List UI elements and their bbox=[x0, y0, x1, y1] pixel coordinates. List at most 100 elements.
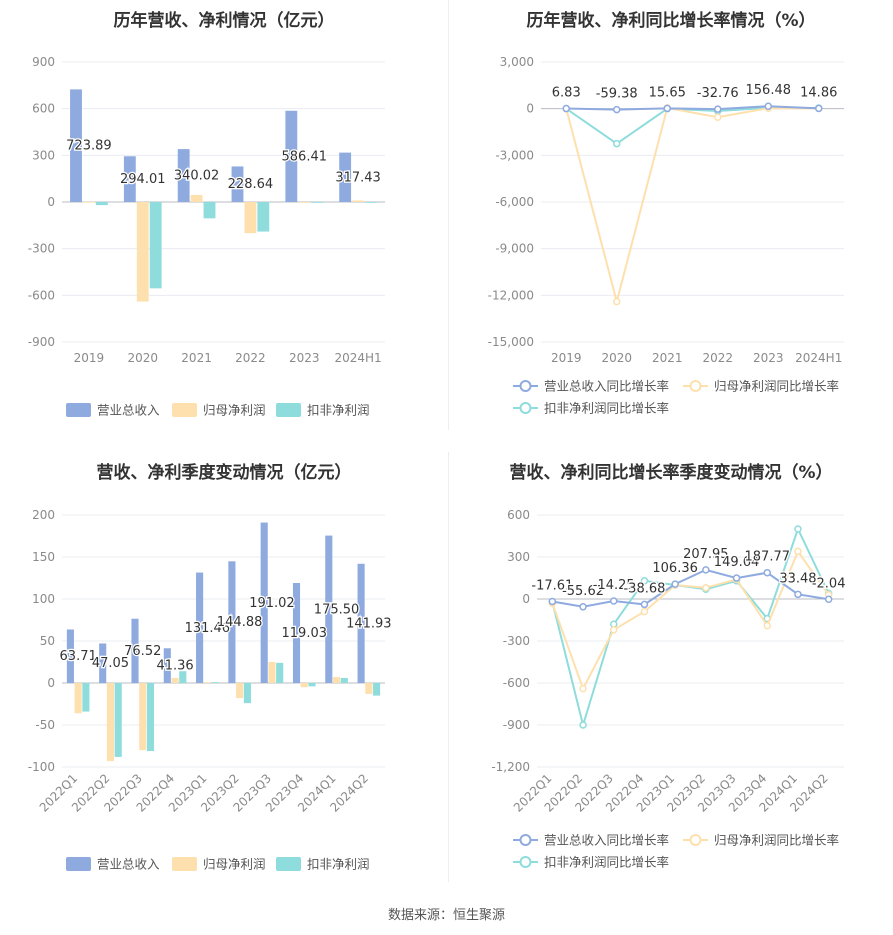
data-label: 131.46 bbox=[185, 621, 231, 636]
bar bbox=[171, 677, 179, 683]
x-tick-label: 2021 bbox=[181, 351, 212, 365]
data-label: 156.48 bbox=[746, 83, 792, 98]
y-tick-label: -900 bbox=[503, 718, 530, 732]
data-label: 317.43 bbox=[335, 170, 381, 185]
legend-swatch bbox=[172, 857, 197, 871]
bar bbox=[139, 683, 147, 751]
x-tick-label: 2024H1 bbox=[795, 351, 842, 365]
legend-swatch bbox=[276, 403, 301, 417]
series-line bbox=[552, 568, 829, 608]
y-tick-label: 100 bbox=[32, 592, 55, 606]
data-label: 175.50 bbox=[314, 602, 360, 617]
y-tick-label: -50 bbox=[35, 718, 55, 732]
data-label: 14.86 bbox=[800, 85, 837, 100]
line-series bbox=[562, 104, 823, 306]
legend-swatch-marker bbox=[519, 856, 532, 868]
data-label: 144.88 bbox=[217, 615, 263, 630]
bar bbox=[308, 683, 316, 687]
data-label: 187.77 bbox=[745, 550, 791, 565]
data-label: 228.64 bbox=[228, 177, 274, 192]
x-tick-label: 2024H1 bbox=[334, 351, 381, 365]
legend: 营业总收入 归母净利润 扣非净利润 bbox=[66, 857, 370, 872]
chart-title: 营收、净利同比增长率季度变动情况（%） bbox=[509, 463, 833, 483]
data-point bbox=[579, 603, 587, 611]
series-line bbox=[566, 105, 819, 111]
bar-series bbox=[66, 522, 365, 683]
legend: 营业总收入 归母净利润 扣非净利润 bbox=[66, 403, 370, 418]
bar bbox=[95, 202, 108, 206]
data-point bbox=[613, 297, 621, 306]
data-point bbox=[714, 105, 722, 113]
series-line bbox=[551, 549, 830, 692]
annual-amounts-chart: 历年营收、净利情况（亿元） 900 600 300 0 -300 -600 -900 2019… bbox=[0, 0, 448, 430]
bar bbox=[163, 648, 171, 683]
bar bbox=[179, 671, 187, 683]
data-label: 106.36 bbox=[652, 561, 698, 576]
bar bbox=[211, 682, 219, 683]
grid-lines bbox=[537, 514, 844, 768]
bar bbox=[82, 201, 95, 203]
y-tick-label: 300 bbox=[507, 550, 530, 564]
bar bbox=[136, 202, 149, 302]
data-point bbox=[671, 580, 679, 588]
y-tick-label: -100 bbox=[28, 760, 55, 774]
y-tick-label: -300 bbox=[503, 634, 530, 648]
data-label: 294.01 bbox=[120, 172, 166, 187]
bar bbox=[74, 683, 82, 714]
grid-lines bbox=[62, 61, 385, 343]
legend-swatch bbox=[172, 403, 197, 417]
bar-series bbox=[95, 202, 377, 289]
bar bbox=[365, 202, 377, 203]
legend-item: 归母净利润同比增长率 bbox=[683, 379, 839, 394]
legend-label: 扣非净利润同比增长率 bbox=[544, 855, 669, 870]
data-point bbox=[702, 584, 710, 592]
data-point bbox=[763, 621, 771, 630]
data-point bbox=[702, 566, 710, 574]
data-point bbox=[610, 597, 618, 605]
legend-swatch-marker bbox=[689, 380, 702, 392]
bar bbox=[203, 202, 216, 219]
data-label: -38.68 bbox=[623, 581, 665, 596]
legend-item: 扣非净利润同比增长率 bbox=[513, 855, 669, 870]
y-tick-label: -15,000 bbox=[488, 335, 534, 349]
bar bbox=[82, 683, 90, 712]
x-tick-label: 2023 bbox=[753, 351, 784, 365]
chart-title: 历年营收、净利同比增长率情况（%） bbox=[526, 11, 816, 31]
data-point bbox=[794, 590, 802, 599]
annual-amounts-svg: 900 600 300 0 -300 -600 -900 2019 2020 2021 2022 20… bbox=[28, 55, 385, 418]
bar bbox=[123, 156, 136, 202]
data-label: 207.95 bbox=[683, 547, 729, 562]
y-tick-label: 0 bbox=[526, 102, 534, 116]
bar bbox=[231, 166, 244, 202]
bar bbox=[311, 202, 324, 203]
legend-label: 营业总收入 bbox=[97, 857, 160, 872]
y-tick-label: 600 bbox=[507, 508, 530, 522]
y-tick-label: 50 bbox=[40, 634, 55, 648]
data-label: 586.41 bbox=[282, 149, 328, 164]
legend-swatch-marker bbox=[519, 834, 532, 846]
bar-series bbox=[82, 662, 381, 757]
bar bbox=[373, 683, 381, 696]
data-point bbox=[794, 525, 802, 533]
legend-label: 归母净利润 bbox=[203, 403, 266, 418]
y-tick-label: 150 bbox=[32, 550, 55, 564]
data-point bbox=[663, 104, 671, 113]
y-tick-label: 600 bbox=[32, 102, 55, 116]
bar bbox=[243, 683, 251, 704]
legend-swatch-marker bbox=[519, 380, 532, 392]
legend-item: 扣非净利润 bbox=[276, 403, 370, 418]
bar bbox=[114, 683, 122, 757]
bar bbox=[257, 202, 270, 232]
bar bbox=[190, 195, 203, 202]
legend-item: 归母净利润同比增长率 bbox=[683, 833, 839, 848]
panel-divider-top bbox=[448, 0, 449, 430]
legend-item: 归母净利润 bbox=[172, 403, 266, 418]
legend-label: 扣非净利润 bbox=[307, 857, 370, 872]
y-tick-label: 0 bbox=[522, 592, 530, 606]
data-point bbox=[824, 595, 833, 604]
bar bbox=[106, 683, 115, 762]
x-tick-label: 2019 bbox=[551, 351, 582, 365]
data-point bbox=[579, 721, 587, 729]
legend-swatch bbox=[66, 857, 91, 871]
